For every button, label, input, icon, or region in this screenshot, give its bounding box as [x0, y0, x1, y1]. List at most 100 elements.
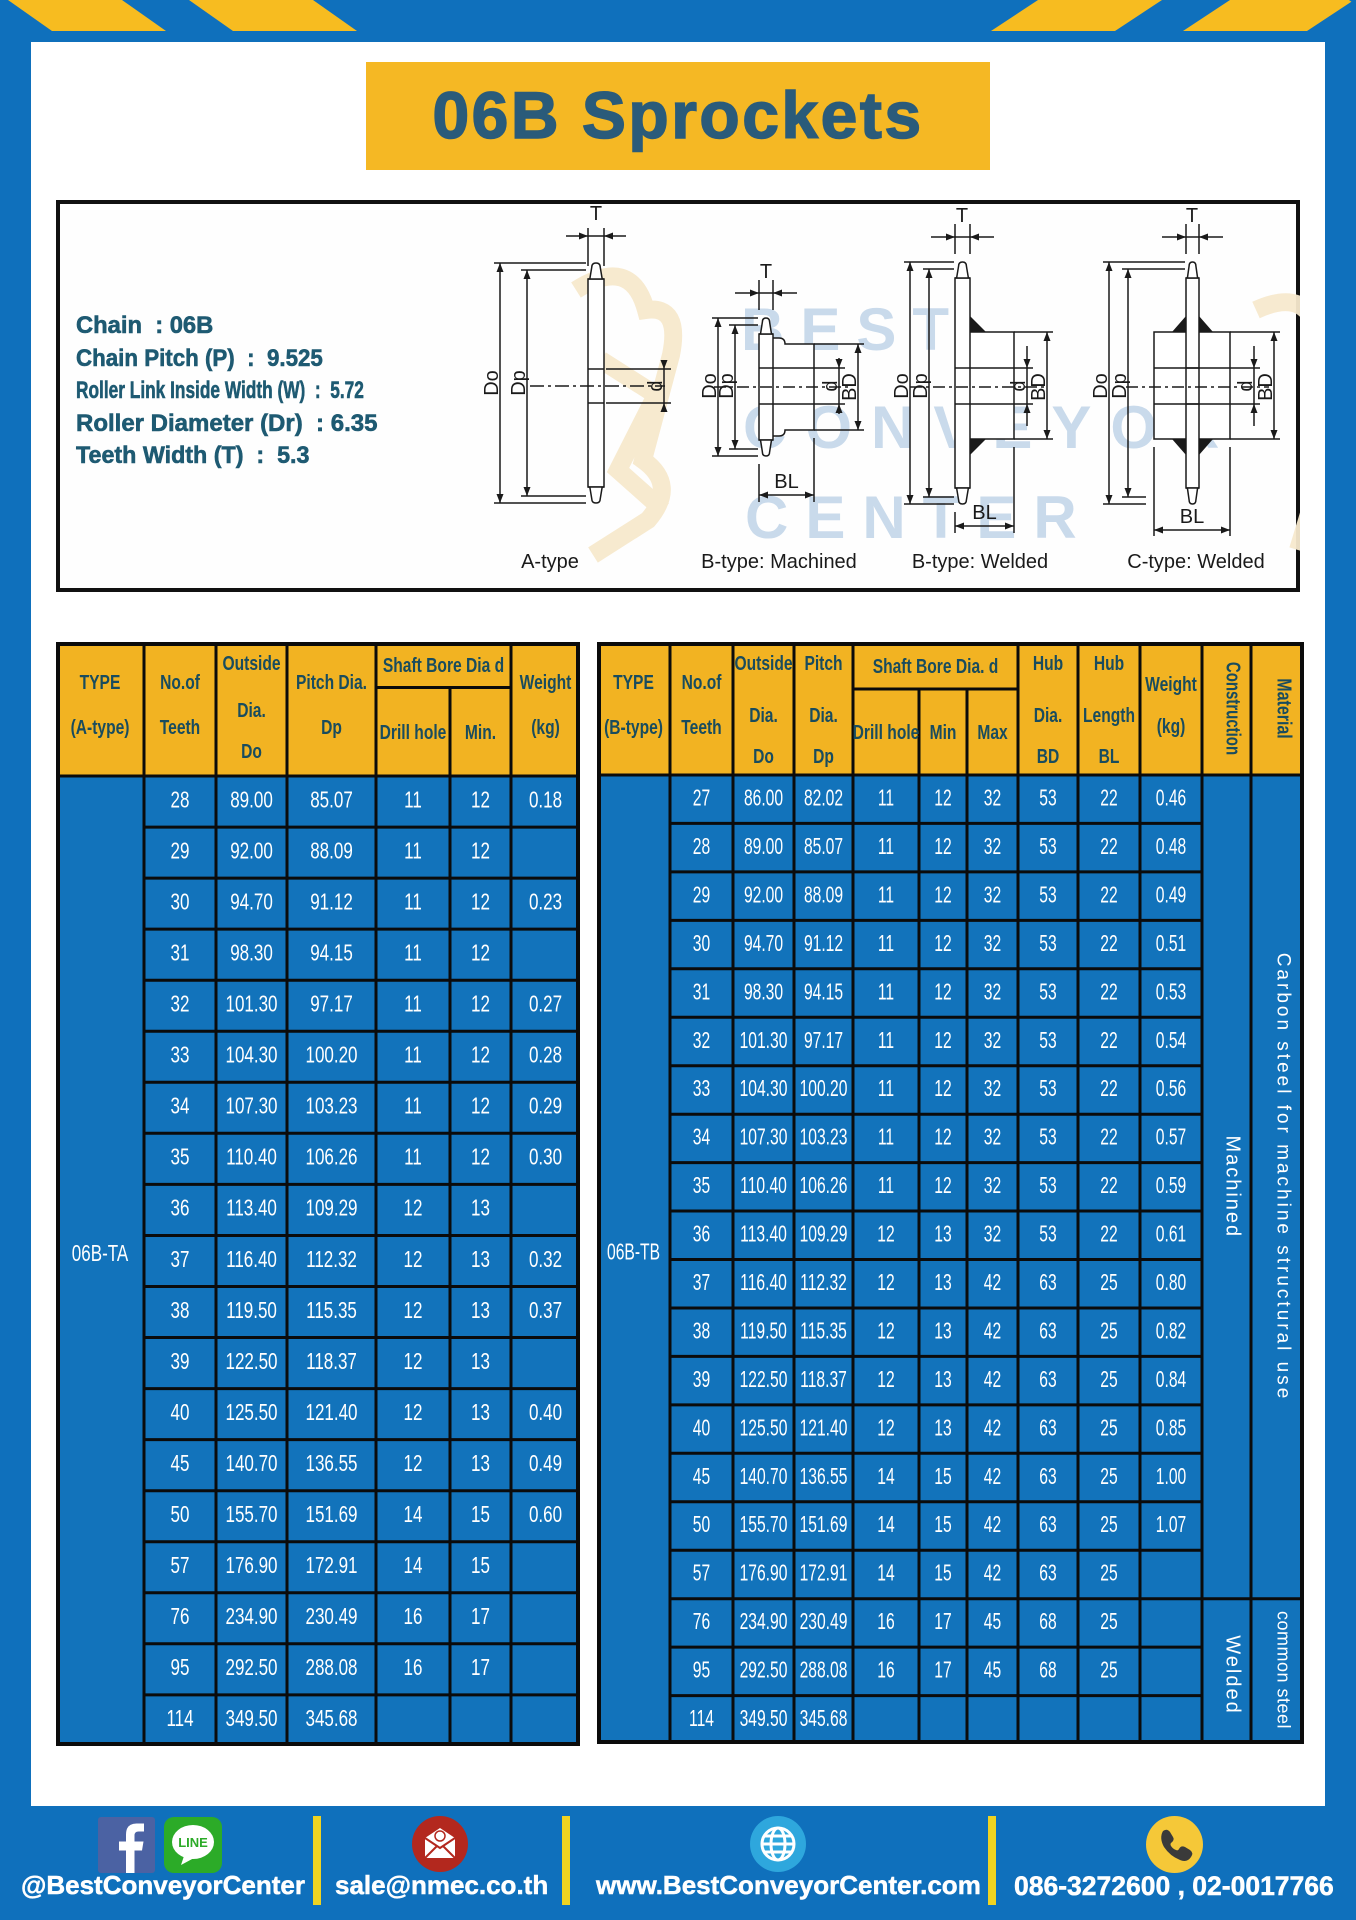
svg-text:0.48: 0.48	[1156, 834, 1186, 860]
svg-text:11: 11	[878, 883, 894, 909]
svg-text:Hub: Hub	[1033, 652, 1063, 674]
svg-text:109.29: 109.29	[305, 1196, 357, 1221]
svg-text:17: 17	[934, 1658, 951, 1684]
svg-text:Hub: Hub	[1094, 652, 1124, 674]
svg-text:94.70: 94.70	[230, 890, 273, 915]
svg-text:12: 12	[877, 1319, 894, 1345]
svg-text:88.09: 88.09	[804, 883, 843, 909]
svg-text:103.23: 103.23	[800, 1125, 848, 1151]
svg-text:12: 12	[934, 883, 951, 909]
svg-text:53: 53	[1039, 1028, 1056, 1054]
svg-text:45: 45	[693, 1464, 710, 1490]
svg-text:63: 63	[1039, 1512, 1056, 1538]
svg-text:25: 25	[1100, 1319, 1117, 1345]
svg-text:28: 28	[171, 788, 190, 813]
svg-text:Shaft Bore Dia. d: Shaft Bore Dia. d	[873, 655, 999, 677]
svg-text:0.32: 0.32	[529, 1247, 562, 1272]
svg-text:13: 13	[934, 1270, 951, 1296]
svg-text:68: 68	[1039, 1609, 1056, 1635]
svg-text:22: 22	[1100, 1076, 1117, 1102]
svg-text:35: 35	[171, 1145, 190, 1170]
svg-text:94.15: 94.15	[804, 979, 843, 1005]
svg-text:Length: Length	[1083, 704, 1135, 726]
svg-text:0.59: 0.59	[1156, 1173, 1186, 1199]
svg-text:12: 12	[471, 839, 490, 864]
svg-text:33: 33	[693, 1076, 710, 1102]
svg-text:11: 11	[404, 941, 422, 966]
svg-text:13: 13	[934, 1367, 951, 1393]
svg-text:88.09: 88.09	[310, 839, 353, 864]
svg-text:104.30: 104.30	[740, 1076, 788, 1102]
svg-text:0.82: 0.82	[1156, 1319, 1186, 1345]
svg-text:32: 32	[984, 1173, 1001, 1199]
svg-text:86.00: 86.00	[744, 786, 783, 812]
svg-text:C-type: Welded: C-type: Welded	[1127, 551, 1264, 573]
svg-text:37: 37	[693, 1270, 710, 1296]
svg-text:06B-TB: 06B-TB	[607, 1240, 660, 1266]
svg-text:36: 36	[171, 1196, 190, 1221]
svg-text:32: 32	[984, 1222, 1001, 1248]
svg-text:Dia.: Dia.	[809, 704, 838, 726]
svg-text:22: 22	[1100, 1222, 1117, 1248]
svg-text:89.00: 89.00	[744, 834, 783, 860]
svg-text:11: 11	[404, 1043, 422, 1068]
svg-text:230.49: 230.49	[800, 1609, 848, 1635]
svg-text:11: 11	[404, 992, 422, 1017]
svg-text:11: 11	[878, 1028, 894, 1054]
svg-text:92.00: 92.00	[230, 839, 273, 864]
svg-text:13: 13	[471, 1452, 490, 1477]
svg-text:d: d	[1008, 380, 1030, 391]
svg-text:107.30: 107.30	[225, 1094, 277, 1119]
svg-text:42: 42	[984, 1270, 1001, 1296]
svg-text:38: 38	[171, 1298, 190, 1323]
svg-text:97.17: 97.17	[804, 1028, 843, 1054]
svg-text:common steel: common steel	[1274, 1611, 1294, 1729]
svg-text:16: 16	[877, 1609, 894, 1635]
svg-text:63: 63	[1039, 1561, 1056, 1587]
svg-text:92.00: 92.00	[744, 883, 783, 909]
svg-text:115.35: 115.35	[800, 1319, 847, 1345]
svg-text:Dp: Dp	[321, 716, 342, 738]
svg-text:288.08: 288.08	[800, 1658, 848, 1684]
svg-text:136.55: 136.55	[305, 1452, 357, 1477]
svg-text:37: 37	[171, 1247, 190, 1272]
svg-text:122.50: 122.50	[225, 1349, 277, 1374]
svg-text:11: 11	[404, 1094, 422, 1119]
svg-text:85.07: 85.07	[804, 834, 843, 860]
svg-text:25: 25	[1100, 1658, 1117, 1684]
svg-text:12: 12	[877, 1270, 894, 1296]
svg-text:13: 13	[934, 1416, 951, 1442]
svg-text:22: 22	[1100, 931, 1117, 957]
svg-text:0.56: 0.56	[1156, 1076, 1186, 1102]
svg-text:85.07: 85.07	[310, 788, 353, 813]
svg-text:12: 12	[404, 1349, 423, 1374]
svg-text:0.40: 0.40	[529, 1401, 562, 1426]
svg-text:0.23: 0.23	[529, 890, 562, 915]
svg-text:Teeth: Teeth	[681, 716, 721, 738]
svg-text:0.29: 0.29	[529, 1094, 562, 1119]
svg-text:25: 25	[1100, 1270, 1117, 1296]
svg-text:11: 11	[878, 834, 894, 860]
svg-text:0.61: 0.61	[1156, 1222, 1186, 1248]
svg-text:No.of: No.of	[160, 671, 200, 693]
svg-text:53: 53	[1039, 1076, 1056, 1102]
svg-text:63: 63	[1039, 1319, 1056, 1345]
svg-text:53: 53	[1039, 931, 1056, 957]
svg-text:12: 12	[471, 788, 490, 813]
svg-text:109.29: 109.29	[800, 1222, 848, 1248]
svg-text:98.30: 98.30	[230, 941, 273, 966]
svg-text:140.70: 140.70	[225, 1452, 277, 1477]
svg-text:0.85: 0.85	[1156, 1416, 1186, 1442]
svg-text:292.50: 292.50	[740, 1658, 788, 1684]
svg-text:349.50: 349.50	[225, 1707, 277, 1732]
svg-text:31: 31	[171, 941, 190, 966]
svg-text:Shaft Bore Dia d: Shaft Bore Dia d	[383, 654, 504, 676]
svg-text:32: 32	[984, 883, 1001, 909]
svg-text:12: 12	[877, 1367, 894, 1393]
svg-text:13: 13	[471, 1401, 490, 1426]
svg-text:101.30: 101.30	[740, 1028, 788, 1054]
svg-text:17: 17	[934, 1609, 951, 1635]
svg-text:14: 14	[404, 1554, 423, 1579]
svg-text:Dp: Dp	[716, 373, 738, 399]
svg-text:50: 50	[693, 1512, 710, 1538]
